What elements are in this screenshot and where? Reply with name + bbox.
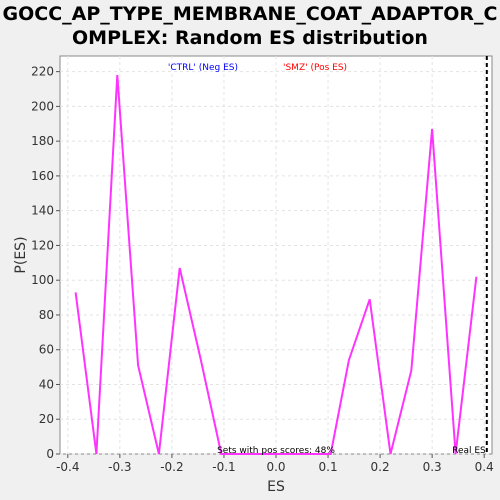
y-tick-label: 60	[39, 343, 54, 357]
legend-entry-pos: 'SMZ' (Pos ES)	[283, 63, 347, 73]
x-tick-label: -0.4	[56, 460, 79, 474]
y-tick-label: 80	[39, 308, 54, 322]
y-tick-label: 120	[31, 238, 54, 252]
y-tick-label: 140	[31, 204, 54, 218]
x-tick-label: -0.2	[160, 460, 183, 474]
x-tick-label: 0.3	[423, 460, 442, 474]
x-tick-label: -0.3	[108, 460, 131, 474]
x-tick-label: 0.0	[266, 460, 285, 474]
y-tick-label: 40	[39, 377, 54, 391]
x-tick-label: 0.1	[319, 460, 338, 474]
x-tick-label: 0.2	[371, 460, 390, 474]
y-tick-label: 200	[31, 99, 54, 113]
real-es-label: Real ES	[452, 446, 486, 456]
pos-scores-annotation: Sets with pos scores: 48%	[217, 446, 335, 456]
x-tick-label: 0.4	[475, 460, 494, 474]
x-tick-label: -0.1	[212, 460, 235, 474]
y-tick-label: 220	[31, 65, 54, 79]
y-axis-label: P(ES)	[13, 236, 29, 273]
y-tick-label: 180	[31, 134, 54, 148]
legend-entry-neg: 'CTRL' (Neg ES)	[168, 63, 238, 73]
x-axis-label: ES	[267, 479, 285, 495]
y-tick-label: 100	[31, 273, 54, 287]
y-tick-label: 0	[46, 447, 54, 461]
y-tick-label: 160	[31, 169, 54, 183]
y-tick-label: 20	[39, 412, 54, 426]
